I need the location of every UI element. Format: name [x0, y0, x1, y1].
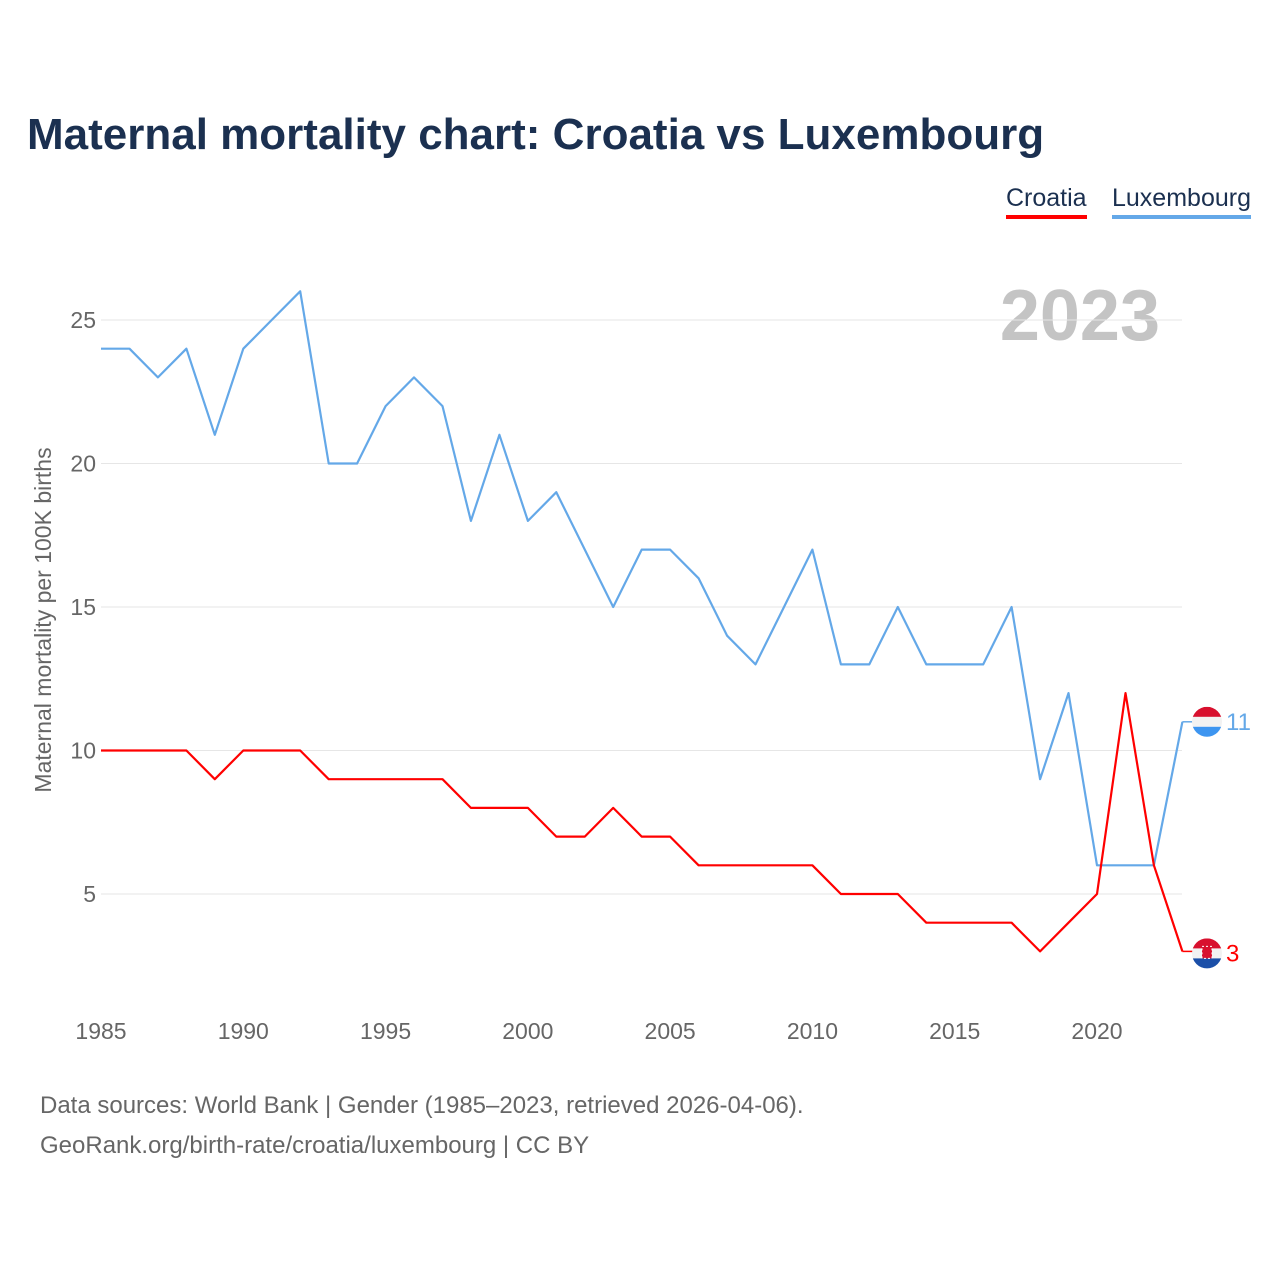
year-watermark: 2023	[1000, 276, 1160, 356]
attribution-link[interactable]: GeoRank.org/birth-rate/croatia/luxembour…	[40, 1132, 590, 1159]
y-tick-label: 20	[70, 451, 96, 477]
y-tick-label: 5	[83, 881, 96, 907]
end-value-label-croatia: 3	[1226, 940, 1239, 967]
y-tick-label: 15	[70, 594, 96, 620]
y-tick-label: 25	[70, 307, 96, 333]
series-line-luxembourg	[101, 290, 1184, 867]
legend-croatia[interactable]: Croatia	[1006, 184, 1087, 219]
x-tick-label: 1990	[218, 1018, 269, 1044]
y-axis-label: Maternal mortality per 100K births	[30, 447, 56, 792]
x-tick-label: 1985	[75, 1018, 126, 1044]
series-line-croatia	[101, 691, 1184, 953]
y-tick-label: 10	[70, 738, 96, 764]
croatia-flag-icon	[1192, 938, 1222, 969]
x-tick-label: 2010	[787, 1018, 838, 1044]
x-tick-label: 2020	[1071, 1018, 1122, 1044]
chart-title: Maternal mortality chart: Croatia vs Lux…	[27, 110, 1045, 159]
x-tick-label: 2005	[645, 1018, 696, 1044]
source-text: Data sources: World Bank | Gender (1985–…	[40, 1092, 804, 1119]
legend-luxembourg[interactable]: Luxembourg	[1112, 184, 1251, 219]
footer: Data sources: World Bank | Gender (1985–…	[40, 1086, 804, 1166]
end-value-label-luxembourg: 11	[1226, 709, 1251, 736]
luxembourg-flag-icon	[1192, 706, 1222, 737]
x-tick-label: 1995	[360, 1018, 411, 1044]
x-tick-label: 2000	[502, 1018, 553, 1044]
x-tick-label: 2015	[929, 1018, 980, 1044]
